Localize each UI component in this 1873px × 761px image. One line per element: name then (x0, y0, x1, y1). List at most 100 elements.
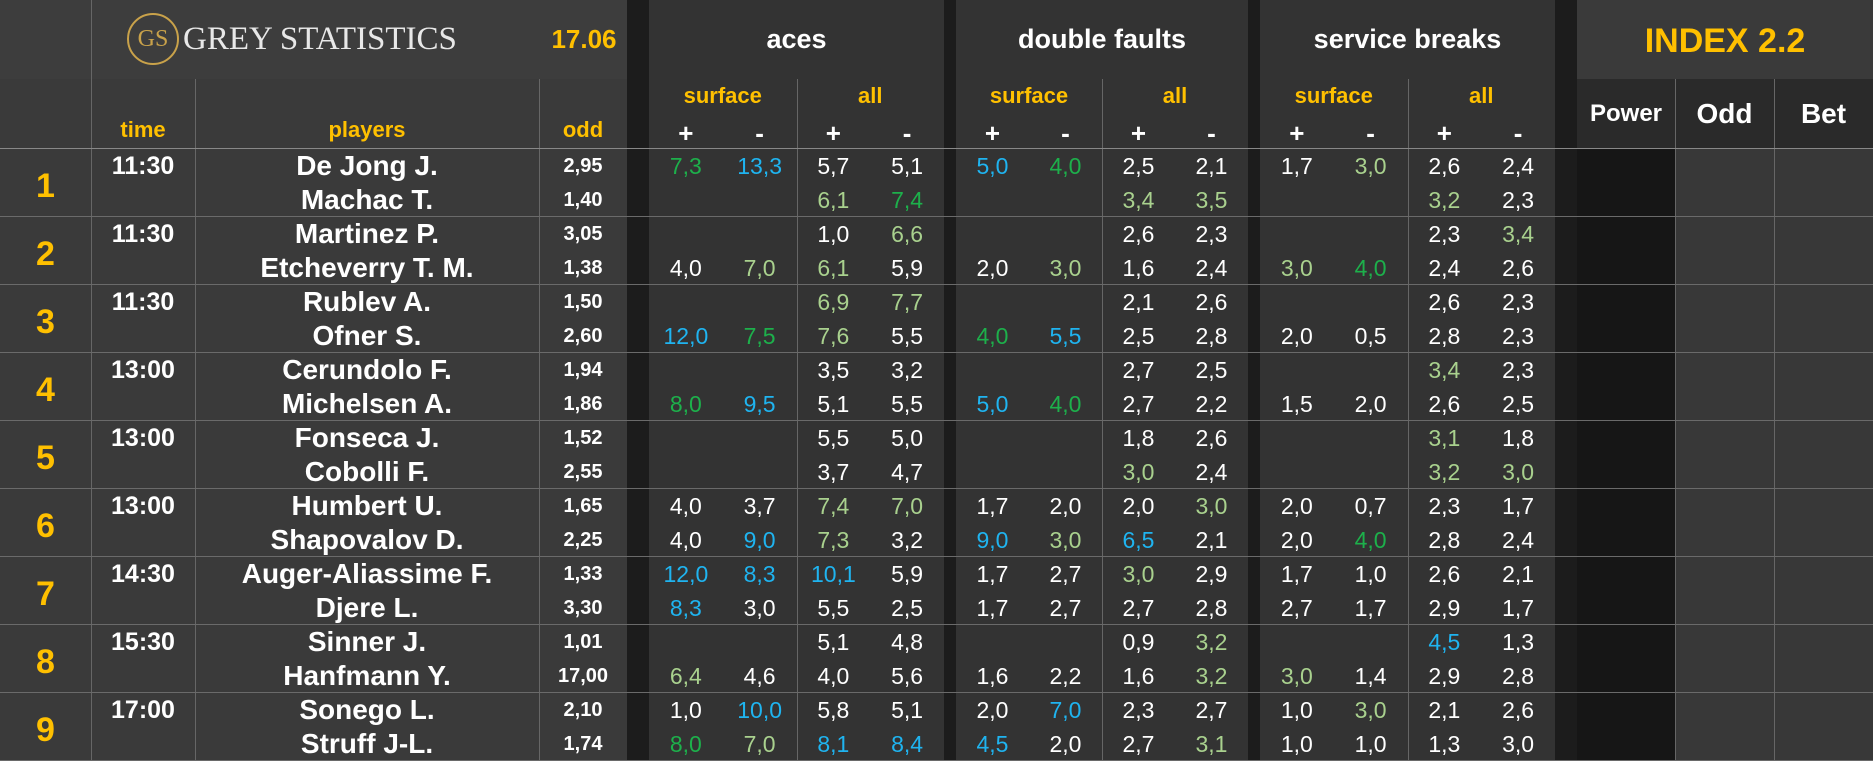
stat-value: 3,2 (1428, 459, 1461, 485)
player-name: Etcheverry T. M. (260, 252, 474, 283)
date: 17.06 (551, 24, 617, 54)
stat-value: 1,0 (1280, 731, 1313, 757)
stat-value: 4,8 (891, 629, 924, 655)
player-name: Cerundolo F. (282, 354, 452, 385)
sign: + (1436, 118, 1452, 148)
subgroup-title: surface (683, 83, 762, 108)
stat-value: 1,0 (1354, 731, 1387, 757)
stat-value: 2,9 (1428, 595, 1461, 621)
stat-value: 3,1 (1195, 731, 1228, 757)
stat-value: 3,0 (1122, 459, 1155, 485)
stat-value: 4,6 (743, 663, 776, 689)
sign: + (678, 118, 694, 148)
stat-value: 1,0 (1354, 561, 1387, 587)
row-line (0, 216, 1873, 217)
stat-value: 4,0 (669, 255, 702, 281)
stat-value: 2,6 (1428, 289, 1461, 315)
stat-value: 3,0 (1280, 663, 1313, 689)
stat-value: 3,2 (891, 527, 924, 553)
player-name: Auger-Aliassime F. (241, 558, 493, 589)
player-odd: 1,33 (563, 563, 603, 585)
stat-value: 5,0 (976, 153, 1009, 179)
stat-value: 8,0 (669, 391, 702, 417)
logo: GS (127, 13, 179, 65)
sign: - (1061, 118, 1070, 148)
stat-value: 3,0 (1502, 731, 1535, 757)
match-number: 3 (36, 303, 55, 341)
stat-value: 2,7 (1122, 357, 1155, 383)
stat-value: 2,8 (1195, 323, 1228, 349)
stat-value: 8,0 (669, 731, 702, 757)
stat-value: 2,7 (1049, 561, 1082, 587)
stat-value: 4,0 (817, 663, 850, 689)
stat-value: 3,4 (1122, 187, 1155, 213)
row-line (0, 692, 1873, 693)
stat-value: 3,0 (1049, 255, 1082, 281)
stat-value: 1,0 (1280, 697, 1313, 723)
match-time: 11:30 (111, 152, 175, 180)
stat-value: 2,4 (1195, 255, 1228, 281)
stat-value: 7,3 (817, 527, 850, 553)
stat-value: 2,8 (1195, 595, 1228, 621)
subgroup-title: all (1469, 83, 1494, 108)
stat-value: 4,0 (1049, 153, 1082, 179)
subgroup-title: surface (989, 83, 1069, 108)
stat-value: 2,6 (1195, 289, 1228, 315)
stat-value: 1,6 (976, 663, 1009, 689)
player-odd: 1,40 (563, 189, 603, 211)
stat-value: 1,7 (976, 595, 1009, 621)
index-title: INDEX 2.2 (1644, 22, 1806, 60)
index-subheader-bg (1577, 79, 1873, 149)
player-name: Cobolli F. (304, 456, 430, 487)
header-line (0, 148, 1873, 149)
stat-value: 5,0 (976, 391, 1009, 417)
player-name: Rublev A. (302, 286, 432, 317)
sign: + (984, 118, 1001, 148)
sign: - (1366, 118, 1375, 148)
stat-value: 2,0 (1049, 493, 1082, 519)
stat-value: 3,5 (817, 357, 850, 383)
column-line (91, 0, 92, 761)
player-odd: 2,10 (563, 699, 603, 721)
row-line (0, 488, 1873, 489)
stat-value: 5,5 (891, 391, 924, 417)
stat-value: 2,7 (1122, 731, 1155, 757)
player-name: Struff J-L. (300, 728, 434, 759)
stat-value: 3,2 (891, 357, 924, 383)
stat-value: 5,9 (891, 561, 924, 587)
player-name: De Jong J. (296, 150, 438, 181)
stat-value: 3,1 (1428, 425, 1461, 451)
stat-value: 7,6 (817, 323, 850, 349)
stat-value: 3,0 (1354, 153, 1387, 179)
stat-value: 3,4 (1428, 357, 1461, 383)
column-label: Odd (1696, 98, 1753, 129)
stat-value: 2,4 (1195, 459, 1228, 485)
match-time: 17:00 (111, 696, 175, 724)
match-number: 9 (36, 711, 55, 749)
match-number: 2 (36, 235, 55, 273)
row-line (0, 420, 1873, 421)
stat-value: 8,4 (891, 731, 924, 757)
stat-value: 1,0 (669, 697, 702, 723)
player-name: Ofner S. (312, 320, 422, 351)
stat-value: 2,1 (1428, 697, 1461, 723)
stat-value: 5,6 (891, 663, 924, 689)
column-gap (944, 0, 956, 761)
stat-value: 2,5 (891, 595, 924, 621)
stat-value: 5,1 (817, 629, 850, 655)
stat-value: 13,3 (737, 153, 782, 179)
stat-value: 9,5 (743, 391, 776, 417)
column-label: players (328, 117, 406, 142)
player-name: Sonego L. (299, 694, 435, 725)
stat-value: 3,0 (1354, 697, 1387, 723)
stat-value: 2,1 (1195, 153, 1228, 179)
stat-value: 5,5 (1049, 323, 1082, 349)
stat-value: 3,0 (1122, 561, 1155, 587)
stat-value: 1,7 (1280, 153, 1313, 179)
player-name: Martinez P. (294, 218, 440, 249)
stat-value: 1,8 (1122, 425, 1155, 451)
player-odd: 2,55 (563, 461, 603, 483)
column-label: Bet (1800, 98, 1847, 129)
match-time: 14:30 (111, 560, 175, 588)
stat-value: 3,2 (1195, 663, 1228, 689)
